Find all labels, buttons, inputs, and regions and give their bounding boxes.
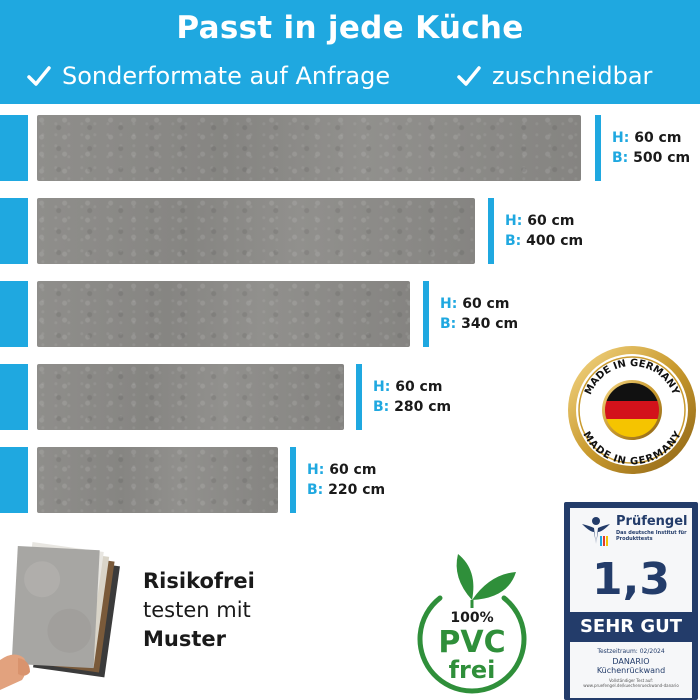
size-marker	[290, 447, 296, 513]
badge-product: DANARIO Küchenrückwand	[596, 657, 666, 675]
pvc-sub: frei	[449, 656, 496, 684]
size-marker	[595, 115, 601, 181]
feature-label: Sonderformate auf Anfrage	[62, 62, 391, 90]
badge-result: SEHR GUT	[564, 612, 698, 642]
header-banner	[0, 0, 700, 104]
size-marker	[356, 364, 362, 430]
test-rating-badge: Prüfengel Das deutsche Institut für Prod…	[564, 502, 698, 700]
panel-edge	[0, 281, 28, 347]
check-icon	[27, 66, 51, 86]
size-label: H: 60 cm B: 500 cm	[612, 130, 691, 166]
feature-label: zuschneidbar	[492, 62, 653, 90]
badge-footer: Vollständiger Test auf: www.pruefengel.d…	[583, 678, 679, 688]
size-label: H: 60 cm B: 280 cm	[373, 379, 452, 415]
sample-promo-text: Risikofrei testen mit Muster	[143, 569, 255, 651]
kitchen-panel-500	[37, 115, 581, 181]
size-label: H: 60 cm B: 220 cm	[307, 462, 386, 498]
size-marker	[423, 281, 429, 347]
panel-edge	[0, 447, 28, 513]
pvc-label: PVC	[438, 625, 505, 660]
kitchen-panel-280	[37, 364, 344, 430]
size-marker	[488, 198, 494, 264]
badge-subtitle: Das deutsche Institut für Produkttests	[616, 530, 687, 542]
badge-brand: Prüfengel	[616, 514, 688, 529]
badge-grade: 1,3	[592, 554, 670, 605]
pvc-percent: 100%	[450, 610, 493, 626]
check-icon	[457, 66, 481, 86]
feature-custom-sizes: Sonderformate auf Anfrage	[26, 62, 390, 90]
badge-period: Testzeitraum: 02/2024	[597, 648, 665, 655]
panel-edge	[0, 198, 28, 264]
angel-logo-icon	[582, 517, 610, 546]
page-title: Passt in jede Küche	[176, 10, 524, 46]
kitchen-panel-340	[37, 281, 410, 347]
panel-edge	[0, 115, 28, 181]
made-in-germany-seal: MADE IN GERMANY MADE IN GERMANY	[568, 346, 696, 474]
kitchen-panel-400	[37, 198, 475, 264]
size-label: H: 60 cm B: 400 cm	[505, 213, 584, 249]
kitchen-panel-220	[37, 447, 278, 513]
pvc-free-icon: 100% PVC frei	[417, 554, 527, 694]
panel-edge	[0, 364, 28, 430]
size-label: H: 60 cm B: 340 cm	[440, 296, 519, 332]
sample-tiles-image	[0, 542, 120, 690]
feature-cuttable: zuschneidbar	[456, 62, 652, 90]
